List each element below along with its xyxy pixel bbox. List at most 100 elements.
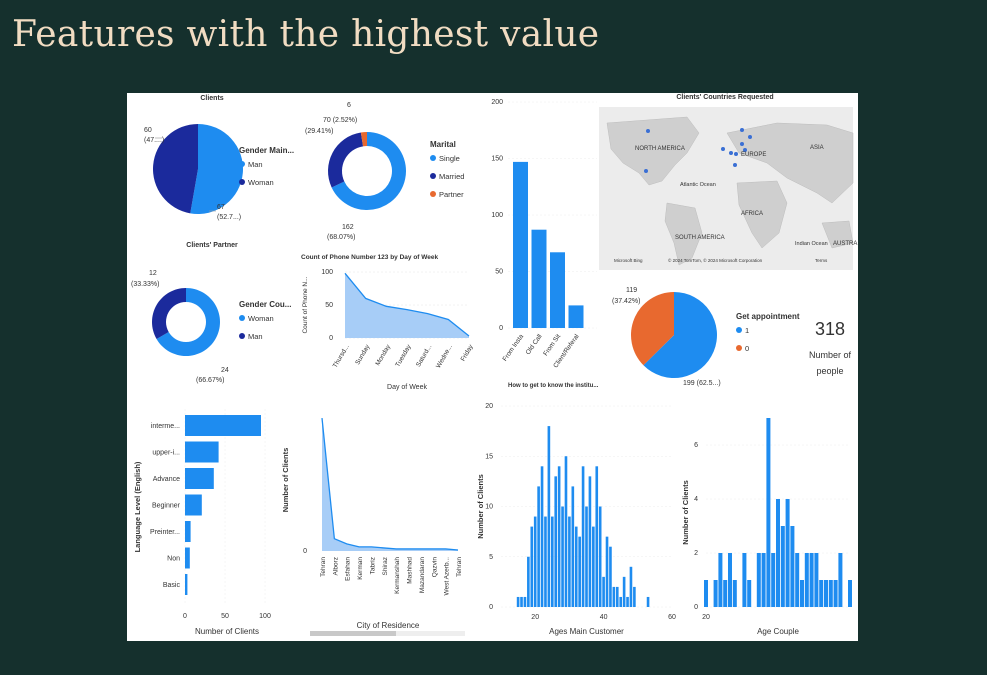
source-bar: [513, 161, 528, 328]
age_couple-bar: [732, 580, 737, 607]
appointment-legend-marker: [736, 327, 742, 333]
city-xtick: Shiraz: [382, 557, 389, 575]
map-label: NORTH AMERICA: [635, 146, 685, 152]
language-bar: [185, 574, 188, 595]
map-landmass: [726, 122, 854, 204]
people-card-value: 318: [815, 319, 845, 339]
ages_main-bar: [561, 506, 564, 607]
age_couple-bar: [814, 553, 819, 607]
phone-xtick: Monday: [374, 343, 392, 367]
age_couple-bar: [761, 553, 766, 607]
language-ylabel: Language Level (English): [133, 461, 142, 552]
marital-label-married: 70 (2.52%): [323, 117, 357, 124]
age_couple-ytick: 4: [694, 496, 698, 503]
language-bar: [185, 468, 214, 489]
ages_main-bar: [530, 526, 534, 607]
source-bar: [531, 229, 547, 328]
marital-legend-item: Partner: [439, 190, 464, 199]
language-ytick: Non: [167, 556, 180, 563]
ages_main-bar: [527, 556, 530, 607]
phone-xtick: Thursd...: [332, 343, 351, 369]
map-point: [733, 163, 737, 167]
map-label: Indian Ocean: [795, 241, 828, 247]
ages_main-ytick: 10: [485, 504, 493, 511]
phone-ytick: 100: [321, 269, 333, 276]
ages_main-bar: [540, 466, 544, 607]
age_couple-bar: [828, 580, 833, 607]
ages_main-bar: [585, 506, 588, 607]
city-area: [322, 418, 458, 551]
marital-legend-item: Married: [439, 172, 464, 181]
map-label: ASIA: [810, 145, 824, 151]
map-landmass: [821, 220, 854, 249]
age_couple-bar: [713, 580, 718, 607]
ages_main-bar: [537, 486, 540, 607]
ages_main-bar: [523, 596, 527, 607]
source-ytick: 50: [495, 269, 503, 276]
map-title: Clients' Countries Requested: [676, 94, 773, 101]
phone-ylabel: Count of Phone N...: [302, 276, 309, 333]
age_couple-bar: [790, 526, 795, 607]
ages_main-bar: [595, 466, 599, 607]
partner-slice-man: [152, 288, 186, 339]
city-xtick: Kerman: [357, 557, 364, 580]
ages_main-bar: [533, 516, 537, 607]
age_couple-bar: [766, 418, 771, 607]
age_couple-bar: [800, 580, 804, 607]
ages_main-bar: [568, 516, 571, 607]
appointment-pct-0: (37.42%): [612, 298, 640, 305]
phone-line: [344, 272, 470, 337]
age_couple-bar: [747, 580, 752, 607]
ages_main-xtick: 40: [600, 614, 608, 621]
age_couple-bar: [723, 580, 728, 607]
people-card-label: Number of: [809, 350, 852, 360]
age_couple-bar: [771, 553, 776, 607]
ages_main-bar: [550, 516, 554, 607]
gender-slice-man: [190, 124, 243, 214]
gender-label-man: 67: [217, 204, 225, 211]
city-xtick: Qazvin: [431, 557, 438, 578]
map-terms-link: Terms: [815, 258, 828, 263]
marital-slice-single: [331, 132, 406, 210]
ages_main-bar: [578, 536, 581, 607]
dashboard-image: Clients Gender Main... Man Woman 60 (47....) 6…: [127, 93, 858, 641]
ages_main-bar: [557, 466, 561, 607]
source-ytick: 200: [491, 99, 503, 106]
language-bar: [185, 521, 191, 542]
gender-legend-item: Woman: [248, 178, 274, 187]
source-xtick: From Sit: [542, 333, 562, 357]
appointment-label-0: 119: [626, 287, 637, 294]
ages_main-bar: [626, 596, 629, 607]
marital-pct-single: (68.07%): [327, 234, 355, 241]
ages_main-bar: [520, 596, 523, 607]
city-xtick: Kermanshah: [394, 557, 401, 594]
age_couple-xtick: 20: [702, 614, 710, 621]
age_couple-bar: [780, 526, 785, 607]
appointment-slice-0: [631, 292, 674, 366]
language-ytick: interme...: [151, 423, 180, 430]
ages_main-ytick: 5: [489, 554, 493, 561]
appointment-label-1: 199 (62.5...): [683, 380, 721, 387]
marital-legend-marker: [430, 155, 436, 161]
marital-slice-partner: [360, 132, 367, 147]
language-xtick: 100: [259, 613, 271, 620]
gender-legend-title: Gender Main...: [239, 146, 294, 155]
partner-label-man: 12: [149, 270, 157, 277]
ages_main-xtick: 60: [668, 614, 676, 621]
ages_main-bar: [609, 546, 612, 607]
ages_main-bar: [574, 526, 578, 607]
age_couple-bar: [809, 553, 814, 607]
ages_main-bar: [619, 596, 623, 607]
gender-title: Clients: [200, 95, 223, 102]
age_couple-bar: [756, 553, 761, 607]
phone-title: Count of Phone Number 123 by Day of Week: [301, 254, 439, 261]
city-scrollbar-thumb: [310, 631, 396, 636]
language-xtick: 50: [221, 613, 229, 620]
marital-legend-item: Single: [439, 154, 460, 163]
gender-legend-marker: [239, 179, 245, 185]
language-xlabel: Number of Clients: [195, 627, 259, 636]
ages_main-bar: [547, 426, 551, 607]
ages_main-bar: [615, 586, 619, 607]
ages_main-bar: [646, 596, 650, 607]
city-ylabel: Number of Clients: [281, 448, 290, 513]
